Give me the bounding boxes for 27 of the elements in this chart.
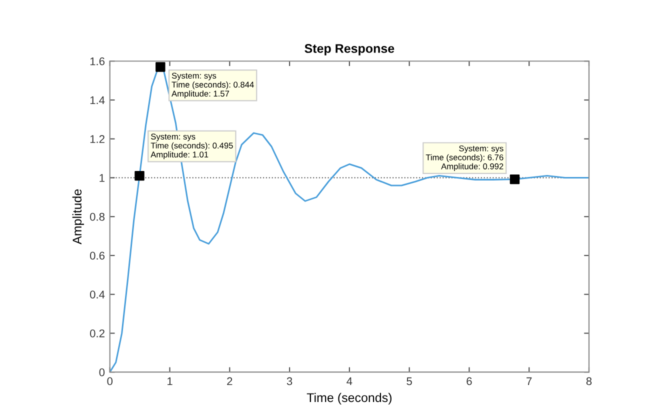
y-tick-label: 1.2 [90,135,104,143]
x-tick-label: 6 [466,377,472,386]
x-tick-label: 8 [586,377,592,386]
x-tick-label: 1 [168,377,172,386]
y-tick-label: 0.4 [90,290,105,298]
annotation: System: sys Time (seconds): 6.76 Amplitude: 0.992 [426,145,504,171]
y-tick-label: 0.6 [90,252,105,260]
annotation: System: sys Time (seconds): 0.495 Amplitude: 1.01 [150,134,233,160]
y-tick-label: 1.6 [90,57,105,66]
point [156,62,166,72]
x-axis-title: Time (seconds) [306,392,392,405]
y-tick-label: 0.8 [90,212,105,221]
x-tick-label: 4 [346,377,352,386]
y-tick-label: 1.4 [90,96,105,104]
point [510,174,520,184]
x-tick-label: 7 [526,377,532,386]
x-tick-label: 5 [406,377,412,386]
y-tick-label: 0 [99,368,105,376]
y-tick-label: 1 [100,174,104,182]
x-tick-label: 2 [227,377,232,386]
x-tick-label: 3 [286,377,292,386]
x-tick-label: 0 [107,377,113,386]
point [134,170,144,181]
y-axis-title: Amplitude [72,189,84,244]
chart-title: Step Response [304,44,394,56]
annotation: System: sys Time (seconds): 0.844 Amplitude: 1.57 [172,72,254,98]
y-tick-label: 0.2 [90,330,104,338]
